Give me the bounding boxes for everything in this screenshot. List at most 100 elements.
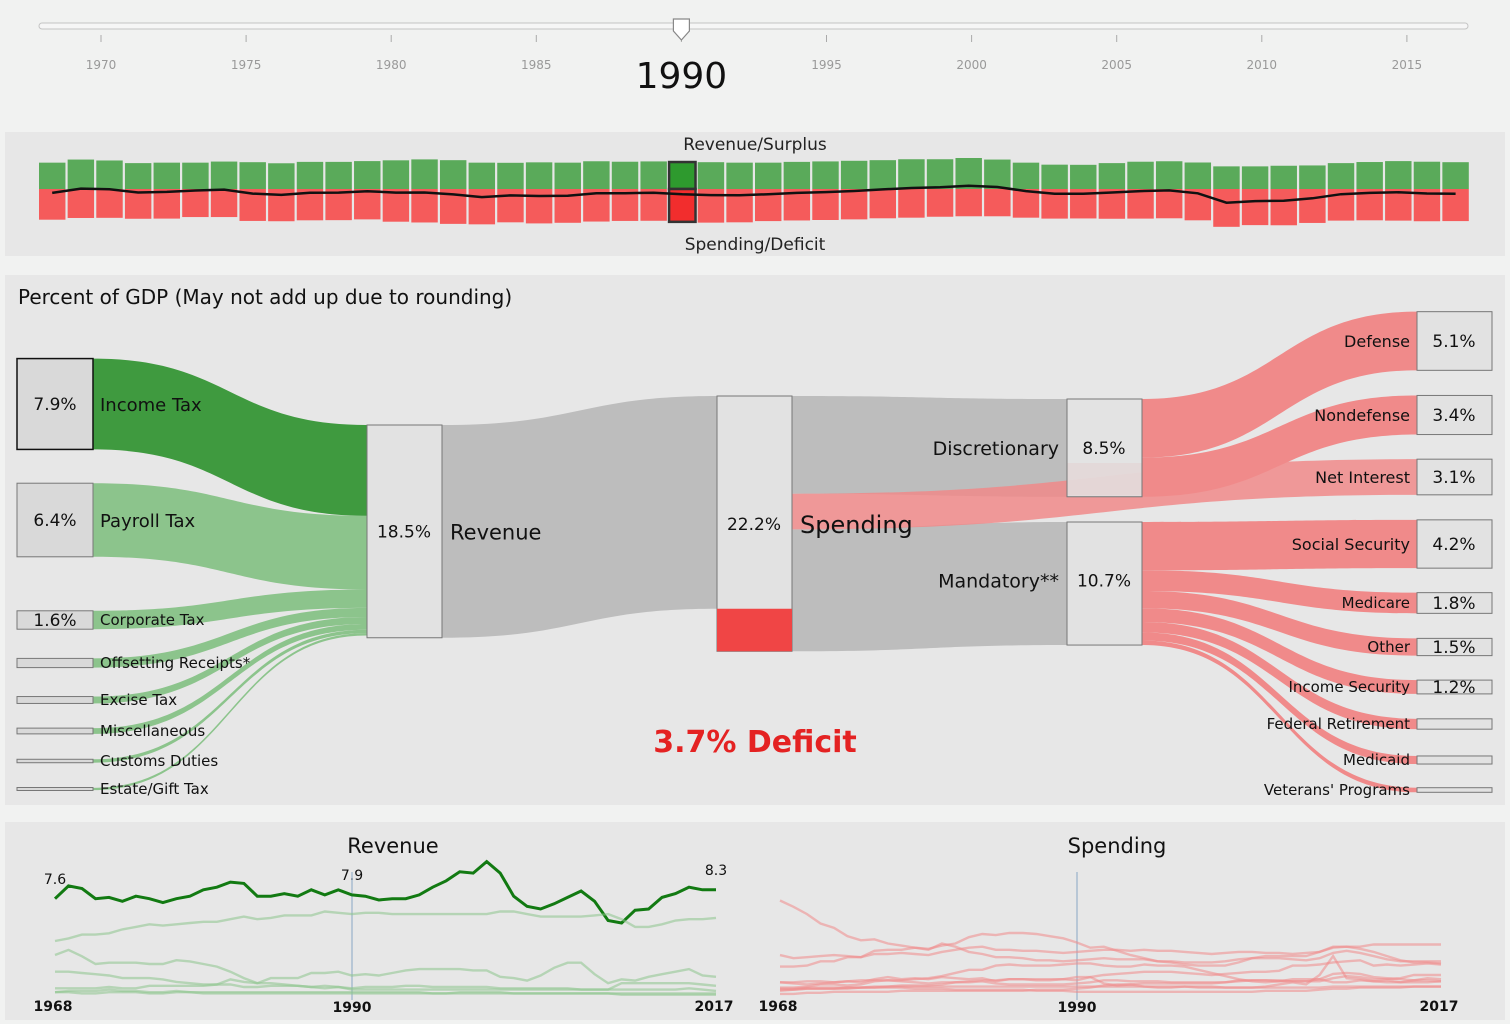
revenue-bar <box>1070 164 1097 189</box>
mandatory-item-flow <box>1142 570 1417 614</box>
mandatory-item-flow <box>1142 519 1417 571</box>
revenue-bar <box>67 159 95 189</box>
revenue-annotation-end: 8.3 <box>705 863 727 879</box>
revenue-bar <box>96 160 123 189</box>
revenue-source-box <box>16 727 94 735</box>
spending-bar <box>926 189 954 217</box>
revenue-source-value: 1.6% <box>33 611 76 631</box>
revenue-source-label: Offsetting Receipts* <box>100 654 251 672</box>
spending-bar <box>96 189 123 218</box>
trend-charts-panel: Revenue Spending 1968 1990 2017 1968 199… <box>5 822 1505 1020</box>
revenue-bar <box>354 161 381 189</box>
sankey-diagram: 7.9% Income Tax 6.4% Payroll Tax 1.6% Corpora… <box>16 285 1493 799</box>
revenue-bar <box>1442 162 1469 189</box>
mandatory-item-flow <box>1142 632 1417 765</box>
revenue-bar <box>926 159 954 189</box>
spending-item-box <box>1416 592 1493 614</box>
spending-item-box <box>1416 637 1493 657</box>
revenue-series-line <box>55 981 717 991</box>
revenue-source-box <box>16 482 94 558</box>
spending-item-label: Social Security <box>1292 535 1410 554</box>
revenue-flow <box>93 607 367 668</box>
revenue-bar <box>1413 161 1441 189</box>
spending-item-box <box>1416 394 1493 436</box>
revenue-bar <box>611 161 639 189</box>
spending-item-box <box>1416 787 1493 793</box>
revenue-bar <box>1155 161 1183 189</box>
revenue-source-box <box>16 657 94 669</box>
spending-series-line <box>779 942 1441 964</box>
revenue-source-label: Customs Duties <box>100 752 218 770</box>
spending-item-value: 1.5% <box>1432 638 1475 658</box>
spending-item-box <box>1416 755 1493 765</box>
revenue-flow <box>93 358 367 516</box>
revenue-bar <box>497 162 524 189</box>
slider-tick-label: 1985 <box>521 58 552 72</box>
spending-bar <box>1012 189 1040 218</box>
spending-total-label: Spending <box>800 511 913 539</box>
spending-series-line <box>779 899 1442 967</box>
revenue-source-box <box>16 787 94 791</box>
sankey-title: Percent of GDP (May not add up due to ro… <box>18 285 512 309</box>
spending-item-value: 1.2% <box>1432 678 1475 698</box>
revenue-bar <box>1098 163 1126 189</box>
revenue-flow <box>93 629 367 763</box>
spending-bar <box>898 189 925 218</box>
revenue-bar <box>182 162 209 189</box>
revenue-start-label: 1968 <box>34 999 73 1015</box>
revenue-bar <box>39 162 66 189</box>
revenue-series-line <box>54 988 716 996</box>
year-slider-area: 1970 1975 1980 1985 1995 2000 2005 2010 2015 1990 <box>0 0 1510 120</box>
mandatory-item-flow <box>1142 608 1417 694</box>
revenue-bar <box>468 162 496 189</box>
spending-bar <box>1127 189 1154 219</box>
spending-end-label: 2017 <box>1420 999 1459 1015</box>
revenue-bar <box>840 160 868 189</box>
discretionary-box <box>1066 398 1143 498</box>
spending-bar <box>354 189 381 220</box>
revenue-mid-label: 1990 <box>333 1000 372 1016</box>
mandatory-item-flow <box>1142 622 1417 730</box>
slider-track <box>38 22 1469 30</box>
surplus-deficit-line <box>52 184 1456 204</box>
spending-to-discretionary-flow <box>792 396 1067 497</box>
spending-item-label: Federal Retirement <box>1267 715 1411 733</box>
slider-tick-label: 1980 <box>376 58 407 72</box>
year-slider[interactable]: 1970 1975 1980 1985 1995 2000 2005 2010 2015 1990 <box>0 0 1510 120</box>
revenue-chart-title: Revenue <box>347 834 438 858</box>
spending-bar <box>984 189 1011 217</box>
spending-group-value: 8.5% <box>1082 439 1125 459</box>
slider-handle[interactable] <box>672 18 690 41</box>
spending-series-line <box>780 985 1441 994</box>
spending-item-value: 3.1% <box>1432 468 1475 488</box>
revenue-bar <box>411 159 438 189</box>
revenue-flow <box>93 589 367 630</box>
revenue-bar <box>984 159 1011 189</box>
revenue-source-label: Income Tax <box>100 395 202 416</box>
overview-chart: Revenue/Surplus Spending/Deficit <box>39 135 1469 255</box>
spending-bar <box>497 189 524 223</box>
revenue-bar <box>296 161 324 189</box>
trend-charts: Revenue Spending 1968 1990 2017 1968 199… <box>34 834 1459 1016</box>
revenue-total-label: Revenue <box>450 520 541 544</box>
slider-tick-label: 1975 <box>231 58 262 72</box>
sankey-flows <box>93 311 1417 793</box>
revenue-source-label: Estate/Gift Tax <box>100 780 209 798</box>
revenue-source-label: Excise Tax <box>100 691 177 709</box>
revenue-bar <box>1012 162 1040 189</box>
revenue-to-spending-flow <box>442 396 717 638</box>
revenue-bar <box>812 161 839 189</box>
spending-series-line <box>780 971 1442 989</box>
revenue-bar <box>382 160 410 189</box>
revenue-flow <box>93 617 367 704</box>
spending-item-box <box>1416 519 1493 569</box>
spending-bar <box>124 189 152 219</box>
revenue-bar <box>325 161 352 189</box>
revenue-bar <box>1385 161 1412 189</box>
revenue-bar <box>726 162 753 189</box>
spending-group-value: 10.7% <box>1077 572 1131 592</box>
discretionary-item-flow <box>1142 311 1417 458</box>
revenue-series-line <box>53 859 716 925</box>
deficit-text: 3.7% Deficit <box>653 725 857 760</box>
selected-revenue-bar <box>667 160 697 191</box>
